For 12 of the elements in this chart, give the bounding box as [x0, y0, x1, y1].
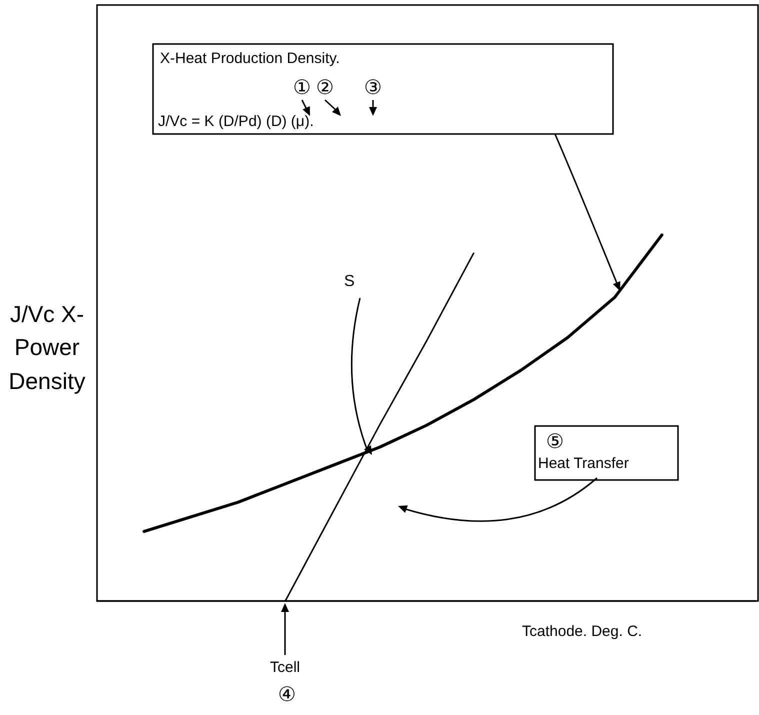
- text: ③: [364, 77, 382, 99]
- annotation: Heat Transfer: [538, 455, 629, 472]
- text: ②: [316, 77, 334, 99]
- x-axis-title: Tcathode. Deg. C.: [522, 623, 642, 640]
- text: ①: [293, 77, 311, 99]
- text: X-Heat Production Density.: [160, 50, 340, 67]
- y-axis-title: J/Vc X-Power Density: [8, 300, 86, 396]
- text: Tcell: [270, 659, 300, 676]
- text: ④: [278, 684, 296, 706]
- text: J/Vc = K (D/Pd) (D) (μ).: [158, 113, 314, 130]
- annotation: ⑤: [546, 431, 564, 453]
- annotation: S: [344, 273, 355, 290]
